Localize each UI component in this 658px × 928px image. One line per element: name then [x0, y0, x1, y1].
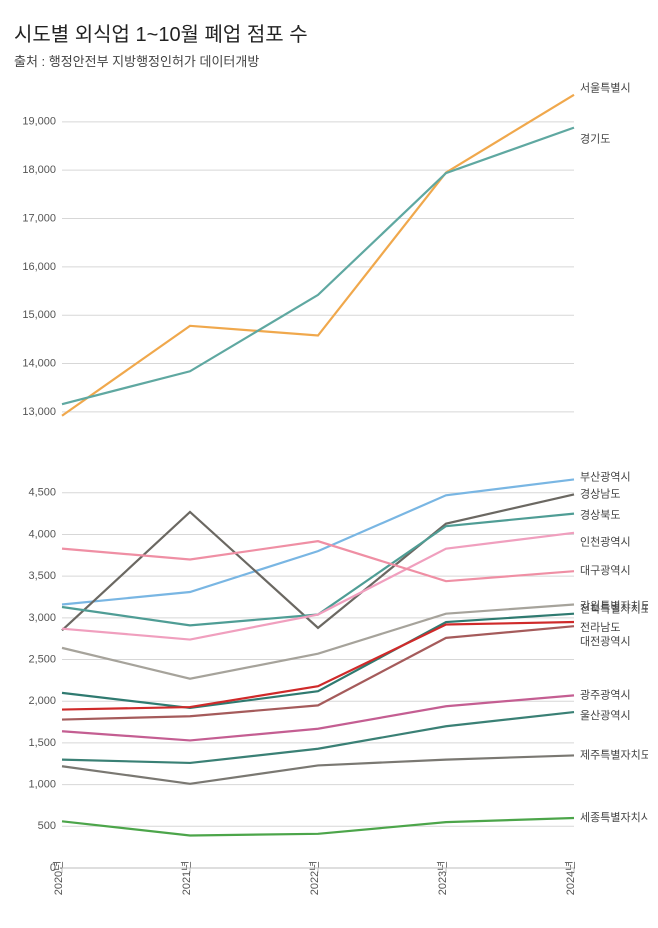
line-chart: 13,000 14,000 15,000 16,000 17,000 18,000 19,0…: [14, 76, 648, 926]
svg-text:경상남도: 경상남도: [580, 487, 620, 500]
svg-text:광주광역시: 광주광역시: [580, 688, 631, 701]
svg-text:4,000: 4,000: [28, 528, 56, 540]
svg-text:3,500: 3,500: [28, 570, 56, 582]
svg-text:2021년: 2021년: [180, 861, 193, 896]
svg-text:17,000: 17,000: [22, 212, 56, 224]
svg-text:18,000: 18,000: [22, 164, 56, 176]
svg-text:15,000: 15,000: [22, 309, 56, 321]
svg-text:2,500: 2,500: [28, 653, 56, 665]
svg-text:2020년: 2020년: [52, 861, 65, 896]
svg-text:14,000: 14,000: [22, 357, 56, 369]
svg-text:1,000: 1,000: [28, 779, 56, 791]
svg-text:서울특별시: 서울특별시: [580, 82, 631, 95]
svg-text:제주특별자치도: 제주특별자치도: [580, 748, 648, 761]
svg-text:1,500: 1,500: [28, 737, 56, 749]
svg-text:경상북도: 경상북도: [580, 509, 620, 522]
svg-text:500: 500: [38, 820, 56, 832]
svg-text:대전광역시: 대전광역시: [580, 635, 631, 648]
svg-text:2024년: 2024년: [564, 861, 577, 896]
chart-subtitle: 출처 : 행정안전부 지방행정인허가 데이터개방: [14, 51, 648, 70]
svg-text:전북특별자치도: 전북특별자치도: [580, 603, 648, 616]
chart-svg: 13,000 14,000 15,000 16,000 17,000 18,000 19,0…: [14, 76, 648, 926]
svg-text:부산광역시: 부산광역시: [580, 470, 631, 483]
svg-text:인천광역시: 인천광역시: [580, 535, 631, 549]
svg-text:4,500: 4,500: [28, 487, 56, 499]
svg-text:울산광역시: 울산광역시: [580, 709, 631, 722]
svg-text:2023년: 2023년: [436, 861, 449, 896]
svg-text:16,000: 16,000: [22, 261, 56, 273]
svg-text:13,000: 13,000: [22, 406, 56, 418]
svg-text:전라남도: 전라남도: [580, 621, 620, 634]
svg-text:대구광역시: 대구광역시: [580, 564, 631, 577]
svg-text:세종특별자치시: 세종특별자치시: [580, 811, 648, 824]
chart-title: 시도별 외식업 1~10월 폐업 점포 수: [14, 18, 648, 47]
svg-text:2022년: 2022년: [308, 861, 321, 896]
svg-text:19,000: 19,000: [22, 116, 56, 128]
svg-text:2,000: 2,000: [28, 695, 56, 707]
svg-text:경기도: 경기도: [580, 133, 610, 146]
svg-text:3,000: 3,000: [28, 612, 56, 624]
